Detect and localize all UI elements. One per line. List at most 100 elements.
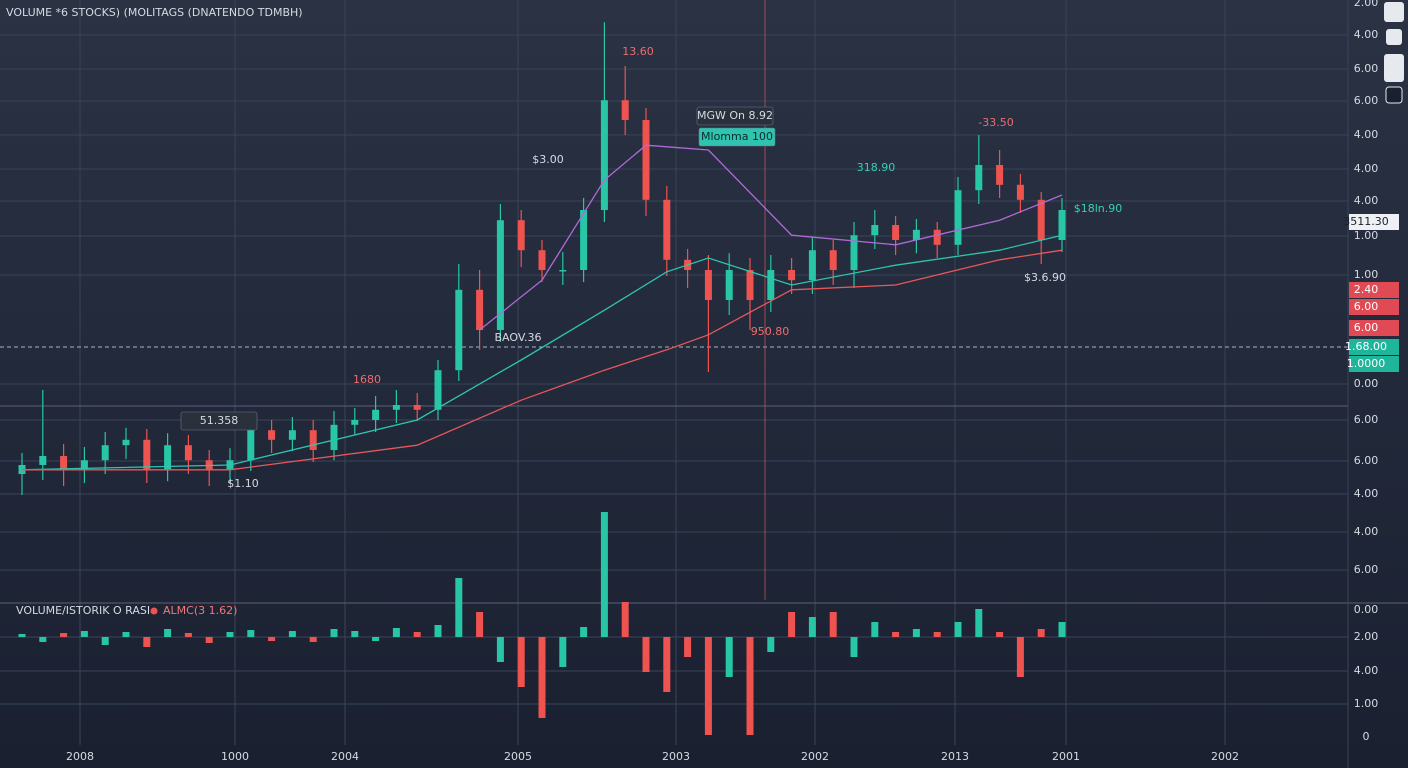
- tool-button[interactable]: [1386, 29, 1402, 45]
- candle-body: [517, 220, 525, 251]
- volume-bar: [392, 628, 400, 637]
- annotation: 950.80: [751, 325, 790, 338]
- annotation: 1680: [353, 373, 381, 386]
- tool-button[interactable]: [1385, 86, 1403, 104]
- volume-bar: [954, 622, 962, 637]
- volume-bar: [767, 637, 775, 652]
- annotation: 51.358: [200, 414, 239, 427]
- candle-body: [996, 165, 1004, 185]
- price-badge: [1349, 339, 1399, 355]
- volume-bar: [1058, 622, 1066, 637]
- y-axis-label: 1.0000: [1347, 357, 1386, 370]
- volume-bar: [476, 612, 484, 637]
- volume-bar: [205, 637, 213, 643]
- volume-bar: [642, 637, 650, 672]
- candle-body: [288, 430, 296, 440]
- volume-bar: [372, 637, 380, 641]
- x-axis-label: 2001: [1052, 750, 1080, 763]
- y-axis-label: 6.00: [1354, 94, 1379, 107]
- candle-body: [101, 445, 109, 461]
- volume-bar: [268, 637, 276, 641]
- volume-bar: [975, 609, 983, 637]
- x-axis-label: 2002: [1211, 750, 1239, 763]
- annotation: BAOV.36: [495, 331, 542, 344]
- candle-body: [164, 445, 172, 470]
- candle-body: [580, 210, 588, 270]
- annotation: $3.00: [532, 153, 564, 166]
- candle-body: [476, 289, 484, 330]
- volume-title: VOLUME/ISTORIK O RASI: [16, 604, 150, 617]
- volume-bar: [351, 631, 359, 637]
- volume-bar: [892, 632, 900, 637]
- annotation-box: [180, 411, 258, 431]
- y-axis-label: 0.00: [1354, 603, 1379, 616]
- x-axis-label: 2002: [801, 750, 829, 763]
- candle-body: [621, 100, 629, 120]
- y-axis-label: 6.00: [1354, 413, 1379, 426]
- volume-bar: [60, 633, 68, 637]
- y-axis-label: 0: [1363, 730, 1370, 743]
- candle-body: [559, 270, 567, 272]
- candle-body: [143, 439, 151, 470]
- candle-body: [975, 165, 983, 191]
- volume-bar: [517, 637, 525, 687]
- y-axis-label: 4.00: [1354, 128, 1379, 141]
- candle-body: [808, 250, 816, 281]
- volume-bar: [621, 602, 629, 637]
- price-badge: [1349, 320, 1399, 336]
- candle-body: [850, 235, 858, 270]
- volume-bar: [850, 637, 858, 657]
- annotation-box: [698, 127, 776, 147]
- annotation: $3.6.90: [1024, 271, 1066, 284]
- volume-bar: [996, 632, 1004, 637]
- volume-bar: [808, 617, 816, 637]
- annotation: Mlomma 100: [701, 130, 773, 143]
- y-axis-label: 6.00: [1354, 62, 1379, 75]
- price-badge: [1349, 299, 1399, 315]
- candle-body: [434, 370, 442, 410]
- volume-bar: [226, 632, 234, 637]
- volume-bar: [788, 612, 796, 637]
- volume-bar: [663, 637, 671, 692]
- volume-bar: [600, 512, 608, 637]
- candle-body: [933, 229, 941, 245]
- price-badge: [1349, 214, 1399, 230]
- volume-bar: [184, 633, 192, 637]
- candle-body: [912, 229, 920, 240]
- annotation: MGW On 8.92: [697, 109, 773, 122]
- chart-title: VOLUME *6 STOCKS) (MOLITAGS (DNATENDO TD…: [6, 6, 303, 19]
- candle-body: [268, 430, 276, 440]
- x-axis-label: 2003: [662, 750, 690, 763]
- volume-bar: [559, 637, 567, 667]
- candle-body: [538, 250, 546, 270]
- y-axis-label: 0.00: [1354, 377, 1379, 390]
- y-axis-label: 6.00: [1354, 563, 1379, 576]
- x-axis-label: 2008: [66, 750, 94, 763]
- volume-bar: [39, 637, 47, 642]
- annotation-box: [696, 106, 774, 126]
- y-axis-label: 6.00: [1354, 300, 1379, 313]
- candle-body: [455, 289, 463, 371]
- y-axis-label: 1.00: [1354, 697, 1379, 710]
- tool-button[interactable]: [1384, 2, 1404, 22]
- volume-bar: [871, 622, 879, 637]
- candle-body: [60, 456, 68, 470]
- volume-bar: [912, 629, 920, 637]
- y-axis-label: 4.00: [1354, 162, 1379, 175]
- candle-body: [372, 409, 380, 420]
- volume-bar: [122, 632, 130, 637]
- candle-body: [1058, 210, 1066, 240]
- candle-body: [788, 270, 796, 281]
- annotation: -33.50: [978, 116, 1013, 129]
- tool-button[interactable]: [1384, 54, 1404, 82]
- volume-bar: [725, 637, 733, 677]
- candle-body: [80, 460, 88, 470]
- candle-body: [829, 250, 837, 270]
- grid: [0, 0, 1348, 745]
- volume-bar: [704, 637, 712, 735]
- volume-bar: [309, 637, 317, 642]
- volume-bar: [933, 632, 941, 637]
- candle-body: [725, 270, 733, 300]
- volume-bar: [434, 625, 442, 637]
